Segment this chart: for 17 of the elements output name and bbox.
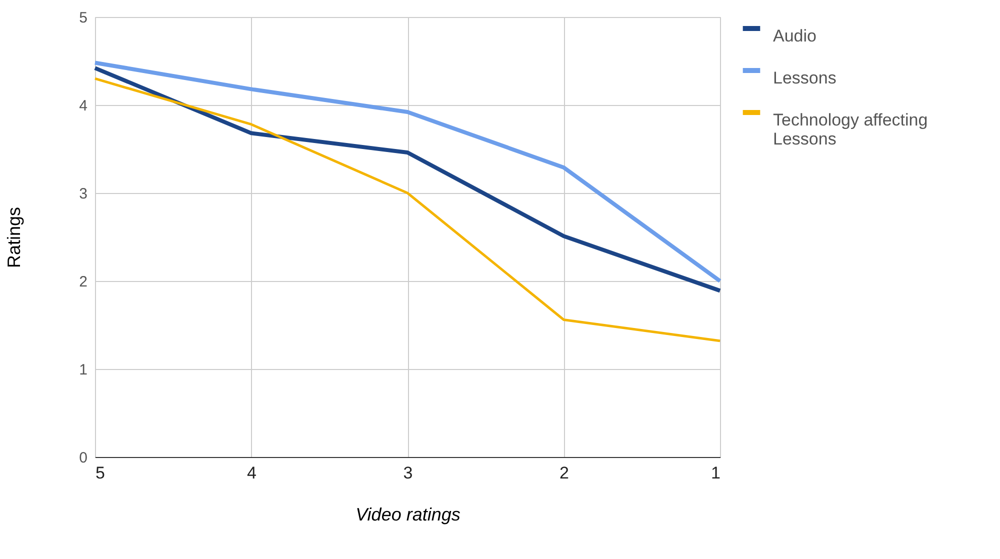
legend-label: Audio <box>773 26 816 46</box>
y-tick-label: 3 <box>79 186 88 202</box>
y-tick-label: 1 <box>79 362 88 378</box>
line-series <box>94 77 722 342</box>
x-tick-label: 3 <box>403 464 413 482</box>
y-tick-label: 5 <box>79 10 88 26</box>
x-tick-label: 5 <box>96 464 105 482</box>
y-tick-label: 4 <box>79 98 88 114</box>
y-tick-label: 0 <box>79 450 88 466</box>
y-tick-label: 2 <box>79 274 88 290</box>
legend-label: Technology affecting Lessons <box>773 110 928 148</box>
x-tick-label: 2 <box>560 464 569 482</box>
x-tick-label: 1 <box>711 464 720 482</box>
legend-label: Lessons <box>773 68 836 88</box>
x-axis-title: Video ratings <box>356 504 460 524</box>
x-tick-label: 4 <box>247 464 256 482</box>
y-axis-title: Ratings <box>4 206 24 268</box>
